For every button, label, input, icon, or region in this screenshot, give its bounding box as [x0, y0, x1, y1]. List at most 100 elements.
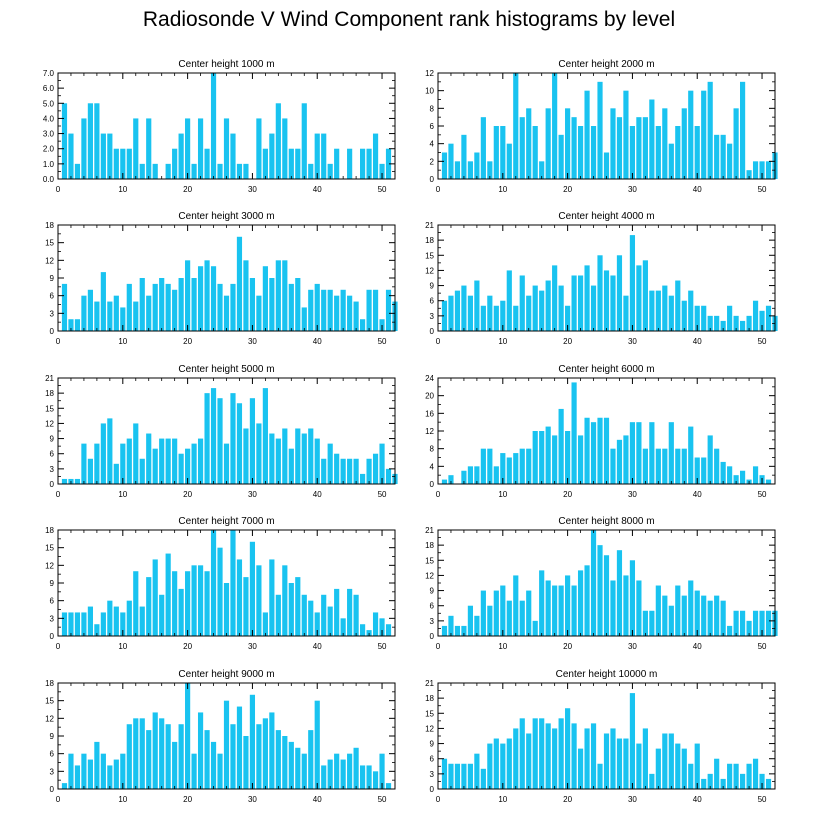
histogram-bar [139, 718, 145, 789]
histogram-bar [100, 753, 106, 789]
histogram-bar [694, 457, 700, 484]
histogram-bar [539, 570, 545, 636]
histogram-bar [448, 143, 454, 179]
histogram-bar [623, 738, 629, 789]
histogram-bar [526, 590, 532, 636]
histogram-bar [675, 448, 681, 484]
y-tick-label: 8 [430, 445, 435, 454]
histogram-bar [616, 738, 623, 789]
histogram-bar [675, 585, 681, 636]
histogram-bar [314, 133, 320, 179]
panel-5: Center height 5000 m 0 10 20 30 40 50 0 3 6 9 12 15 1… [45, 364, 398, 499]
histogram-bar [301, 594, 307, 636]
histogram-bar [506, 738, 512, 789]
histogram-bar [558, 134, 564, 179]
histogram-bar [74, 478, 81, 484]
figure-title: Radiosonde V Wind Component rank histogr… [142, 8, 676, 31]
y-tick-label: 9 [50, 579, 55, 588]
histogram-bar [120, 612, 126, 636]
histogram-bar [256, 724, 262, 789]
histogram-bar [467, 763, 473, 789]
histogram-bar [87, 759, 93, 789]
histogram-bar [262, 266, 268, 331]
histogram-bar [727, 143, 733, 179]
histogram-bar [379, 618, 385, 636]
histogram-bar [152, 712, 158, 789]
histogram-bar [172, 438, 178, 484]
histogram-bar [334, 753, 340, 789]
histogram-bar [454, 625, 461, 636]
histogram-bar [526, 733, 532, 789]
histogram-bar [526, 108, 532, 179]
histogram-bar [655, 448, 661, 484]
histogram-bar [752, 300, 759, 331]
histogram-bar [480, 590, 486, 636]
histogram-bar [707, 315, 713, 331]
histogram-bar [146, 730, 152, 789]
histogram-bar [694, 126, 700, 179]
histogram-bar [126, 724, 132, 789]
histogram-bar [204, 730, 210, 789]
histogram-bar [210, 530, 217, 636]
histogram-bar [688, 90, 694, 179]
x-tick-label: 10 [118, 642, 127, 651]
histogram-bar [454, 290, 461, 331]
panel-10: Center height 10000 m 0 10 20 30 40 50 0 3 6 9 12 15… [425, 669, 776, 804]
histogram-bar [584, 417, 590, 484]
histogram-bar [288, 148, 294, 179]
histogram-bar [565, 305, 571, 331]
histogram-bar [668, 143, 674, 179]
histogram-bar [100, 423, 106, 484]
histogram-bar [532, 620, 538, 636]
histogram-bar [243, 577, 249, 636]
histogram-bar [217, 547, 223, 636]
histogram-bar [720, 320, 726, 331]
x-tick-label: 50 [378, 185, 387, 194]
histogram-bar [314, 438, 320, 484]
histogram-bar [545, 426, 551, 484]
histogram-bar [197, 565, 204, 636]
histogram-bar [597, 255, 603, 331]
histogram-bar [107, 600, 113, 636]
x-tick-label: 30 [248, 795, 257, 804]
histogram-bar [295, 278, 301, 331]
histogram-bar [204, 571, 210, 636]
histogram-bar [675, 743, 681, 789]
panel-8: Center height 8000 m 0 10 20 30 40 50 0 3 6 9 12 15 1… [425, 516, 778, 651]
histogram-bar [448, 475, 454, 484]
histogram-bar [113, 463, 119, 484]
y-tick-label: 0.0 [43, 175, 55, 184]
histogram-bar [636, 117, 642, 179]
histogram-bar [681, 748, 687, 789]
x-tick-label: 50 [758, 185, 767, 194]
histogram-bar [519, 600, 525, 636]
x-tick-label: 50 [758, 490, 767, 499]
panel-7: Center height 7000 m 0 10 20 30 40 50 0 3 6 9 12 15 1… [45, 516, 396, 651]
x-tick-label: 40 [693, 642, 702, 651]
histogram-bar [727, 305, 733, 331]
histogram-bar [236, 163, 243, 179]
histogram-bar [178, 278, 184, 331]
histogram-bar [467, 295, 473, 331]
y-tick-label: 9 [50, 732, 55, 741]
histogram-bar [571, 723, 577, 789]
histogram-bar [185, 118, 191, 179]
histogram-bar [379, 753, 385, 789]
y-tick-label: 4.0 [43, 114, 55, 123]
histogram-bar [372, 289, 379, 331]
histogram-bar [191, 443, 197, 484]
histogram-bar [295, 428, 301, 484]
histogram-bar [461, 285, 467, 331]
histogram-bar [334, 453, 340, 484]
histogram-bar [454, 161, 461, 179]
histogram-bar [94, 741, 100, 789]
histogram-bar [347, 295, 353, 331]
x-tick-label: 50 [378, 490, 387, 499]
histogram-bar [385, 624, 392, 636]
histogram-bar [197, 712, 204, 789]
histogram-bar [506, 270, 512, 331]
histogram-bar [765, 305, 772, 331]
histogram-bar [662, 285, 668, 331]
histogram-bar [701, 305, 707, 331]
histogram-bar [185, 448, 191, 484]
